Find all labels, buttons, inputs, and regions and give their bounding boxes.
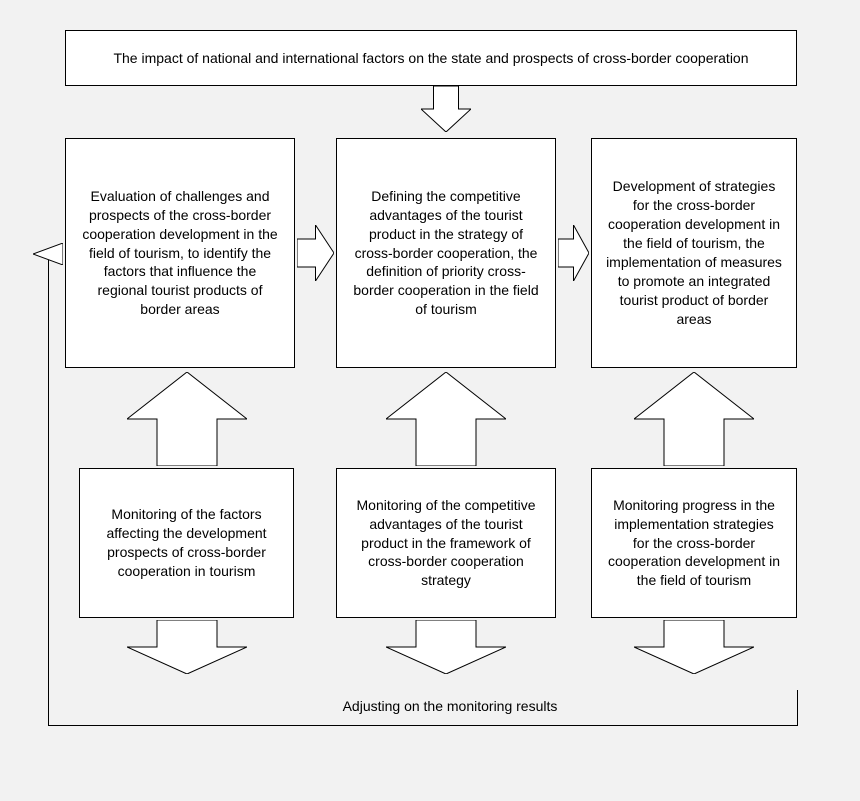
feedback-label: Adjusting on the monitoring results [300, 698, 600, 714]
feedback-right-line [797, 690, 798, 725]
box-monitoring-advantages-text: Monitoring of the competitive advantages… [351, 496, 541, 590]
arrow-down-icon [127, 620, 247, 674]
arrow-up-icon [386, 372, 506, 466]
feedback-left-line [48, 260, 49, 726]
box-monitoring-progress: Monitoring progress in the implementatio… [591, 468, 797, 618]
box-top-factors: The impact of national and international… [65, 30, 797, 86]
arrow-right-icon [558, 225, 589, 281]
box-development-text: Development of strategies for the cross-… [606, 177, 782, 328]
arrow-up-icon [634, 372, 754, 466]
arrow-down-icon [421, 86, 471, 132]
box-development-strategies: Development of strategies for the cross-… [591, 138, 797, 368]
box-defining-advantages: Defining the competitive advantages of t… [336, 138, 556, 368]
box-monitoring-advantages: Monitoring of the competitive advantages… [336, 468, 556, 618]
arrow-right-icon [297, 225, 334, 281]
box-defining-text: Defining the competitive advantages of t… [351, 187, 541, 319]
feedback-label-text: Adjusting on the monitoring results [343, 698, 558, 714]
arrow-down-icon [386, 620, 506, 674]
box-monitoring-factors-text: Monitoring of the factors affecting the … [94, 505, 279, 581]
arrow-down-icon [634, 620, 754, 674]
feedback-arrow-left-icon [33, 243, 63, 265]
box-top-text: The impact of national and international… [113, 49, 748, 68]
box-evaluation: Evaluation of challenges and prospects o… [65, 138, 295, 368]
box-evaluation-text: Evaluation of challenges and prospects o… [80, 187, 280, 319]
flowchart-canvas: The impact of national and international… [0, 0, 860, 801]
arrow-up-icon [127, 372, 247, 466]
box-monitoring-progress-text: Monitoring progress in the implementatio… [606, 496, 782, 590]
box-monitoring-factors: Monitoring of the factors affecting the … [79, 468, 294, 618]
feedback-bottom-line [48, 725, 798, 726]
